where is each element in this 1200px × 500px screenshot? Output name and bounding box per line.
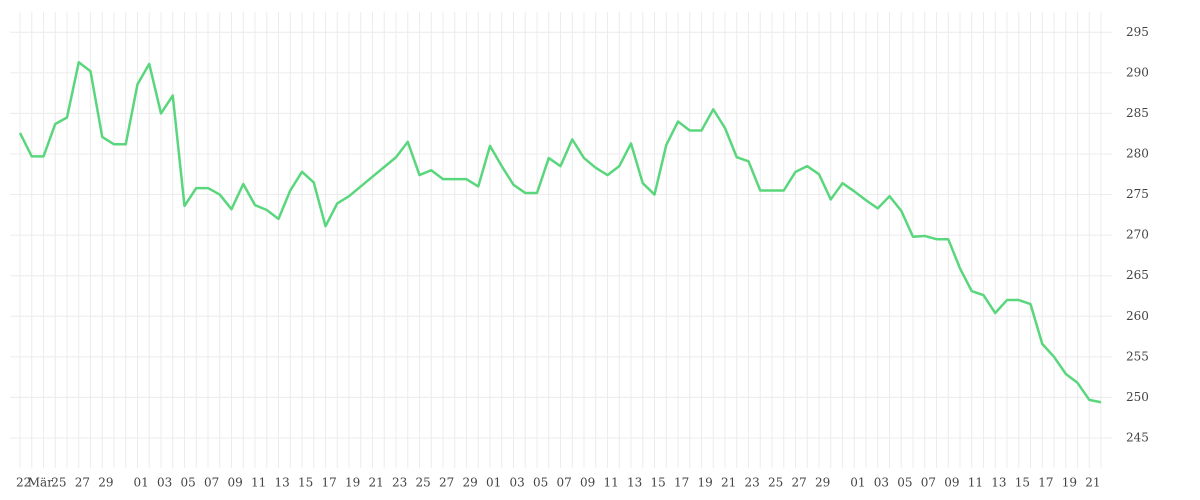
x-tick-label: 25 [51, 476, 66, 490]
x-tick-label: 11 [604, 476, 619, 490]
x-tick-label: 17 [674, 476, 689, 490]
x-tick-label: 17 [322, 476, 337, 490]
x-tick-label: 21 [369, 476, 384, 490]
x-tick-label: 19 [1062, 476, 1077, 490]
x-tick-label: 13 [275, 476, 290, 490]
x-tick-label: 11 [968, 476, 983, 490]
y-tick-label: 260 [1126, 309, 1149, 323]
y-tick-label: 255 [1126, 349, 1149, 363]
x-tick-label: 25 [768, 476, 783, 490]
x-tick-label: 07 [204, 476, 219, 490]
y-tick-label: 270 [1126, 228, 1149, 242]
y-tick-label: 275 [1126, 187, 1149, 201]
x-tick-label: 03 [157, 476, 172, 490]
x-tick-label: 27 [75, 476, 90, 490]
x-tick-label: 19 [345, 476, 360, 490]
x-tick-label: 15 [298, 476, 313, 490]
x-tick-label: 22 [16, 476, 31, 490]
x-tick-label: 21 [721, 476, 736, 490]
x-tick-label: Mär [28, 476, 53, 490]
x-tick-label: 05 [181, 476, 196, 490]
x-tick-label: 15 [1015, 476, 1030, 490]
x-tick-label: 01 [850, 476, 865, 490]
x-tick-label: 29 [463, 476, 478, 490]
x-tick-label: 29 [815, 476, 830, 490]
y-tick-label: 265 [1126, 268, 1149, 282]
y-tick-label: 250 [1126, 390, 1149, 404]
x-tick-label: 07 [557, 476, 572, 490]
x-tick-label: 01 [486, 476, 501, 490]
x-tick-label: 23 [392, 476, 407, 490]
x-tick-label: 07 [921, 476, 936, 490]
x-tick-label: 13 [627, 476, 642, 490]
data-line [18, 61, 1102, 404]
x-tick-label: 21 [1085, 476, 1100, 490]
x-tick-label: 27 [439, 476, 454, 490]
x-tick-label: 03 [510, 476, 525, 490]
x-tick-label: 27 [792, 476, 807, 490]
x-tick-label: 17 [1038, 476, 1053, 490]
x-tick-label: 19 [698, 476, 713, 490]
x-tick-label: 13 [991, 476, 1006, 490]
x-tick-label: 09 [228, 476, 243, 490]
y-tick-label: 290 [1126, 65, 1149, 79]
y-tick-label: 280 [1126, 146, 1149, 160]
x-tick-label: 05 [897, 476, 912, 490]
x-tick-label: 25 [416, 476, 431, 490]
x-tick-label: 29 [98, 476, 113, 490]
y-tick-label: 285 [1126, 106, 1149, 120]
x-tick-label: 09 [580, 476, 595, 490]
x-tick-label: 11 [251, 476, 266, 490]
x-tick-label: 03 [874, 476, 889, 490]
y-tick-label: 245 [1126, 430, 1149, 444]
x-tick-label: 15 [651, 476, 666, 490]
x-tick-label: 05 [533, 476, 548, 490]
x-tick-label: 09 [944, 476, 959, 490]
y-tick-label: 295 [1126, 25, 1149, 39]
x-tick-label: 23 [745, 476, 760, 490]
x-tick-label: 01 [134, 476, 149, 490]
